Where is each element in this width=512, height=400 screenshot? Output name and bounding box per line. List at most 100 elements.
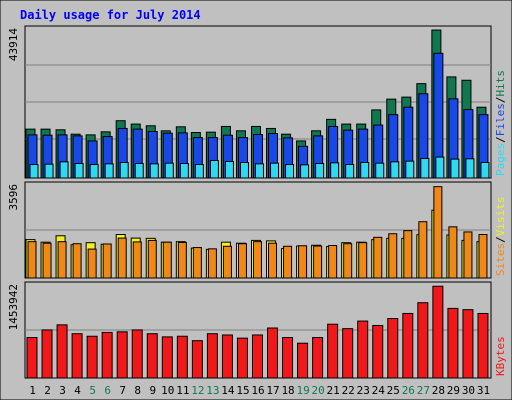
panel-1: 43914 Pages/Files/Hits [7, 25, 507, 179]
x-tick-label: 3 [59, 384, 66, 397]
bar-kbytes-13 [206, 333, 218, 379]
bar-sites-21 [328, 245, 338, 279]
bar-pages-13 [209, 159, 219, 179]
legend-3: KBytes [494, 336, 507, 376]
y-max-label: 43914 [7, 28, 20, 61]
x-tick-label: 2 [44, 384, 51, 397]
legend-item: Hits [494, 70, 507, 97]
bar-kbytes-6 [101, 331, 113, 379]
bar-sites-5 [87, 248, 97, 279]
bar-sites-17 [268, 242, 278, 279]
bar-pages-20 [315, 163, 325, 179]
legend-item: Files [494, 103, 507, 136]
x-tick-label: 8 [134, 384, 141, 397]
x-tick-label: 23 [357, 384, 370, 397]
bar-kbytes-26 [402, 312, 414, 379]
bar-sites-26 [403, 230, 413, 279]
bar-kbytes-19 [297, 342, 309, 379]
chart-title: Daily usage for July 2014 [20, 8, 201, 22]
bar-pages-29 [450, 158, 460, 179]
bar-pages-23 [360, 161, 370, 179]
bar-pages-31 [480, 161, 490, 179]
bar-kbytes-11 [176, 335, 188, 379]
bar-kbytes-22 [342, 328, 354, 379]
bar-pages-30 [465, 158, 475, 179]
bar-kbytes-21 [327, 323, 339, 379]
bar-pages-15 [239, 161, 249, 179]
bar-pages-1 [29, 164, 39, 179]
bar-sites-30 [463, 231, 473, 279]
x-tick-label: 16 [251, 384, 264, 397]
bar-pages-8 [134, 163, 144, 179]
chart-panels: 43914Pages/Files/Hits3596Sites/Visits145… [7, 25, 507, 379]
x-tick-label: 4 [74, 384, 81, 397]
x-tick-label: 21 [327, 384, 340, 397]
bar-kbytes-31 [477, 312, 489, 379]
bar-sites-29 [448, 226, 458, 279]
x-tick-label: 25 [387, 384, 400, 397]
panel-2: 3596 Sites/Visits [7, 181, 507, 279]
x-tick-label: 29 [447, 384, 460, 397]
x-tick-label: 19 [296, 384, 309, 397]
bar-kbytes-17 [267, 327, 279, 379]
legend-1: Pages/Files/Hits [494, 70, 507, 176]
bar-kbytes-10 [161, 336, 173, 379]
bar-pages-10 [164, 162, 174, 179]
bar-kbytes-18 [282, 337, 294, 379]
bar-sites-2 [42, 242, 52, 279]
bar-kbytes-29 [447, 307, 459, 379]
bar-kbytes-15 [236, 337, 248, 379]
bar-pages-14 [224, 160, 234, 179]
bar-sites-10 [162, 241, 172, 279]
bar-pages-16 [254, 163, 264, 179]
bar-pages-24 [375, 162, 385, 179]
bar-kbytes-28 [432, 285, 444, 379]
bar-sites-15 [237, 243, 247, 279]
bar-pages-19 [300, 164, 310, 179]
x-tick-label: 24 [372, 384, 386, 397]
bar-sites-12 [192, 247, 202, 279]
bar-pages-12 [194, 164, 204, 179]
bar-pages-4 [74, 163, 84, 179]
panel-3: 1453942 KBytes [7, 281, 507, 379]
bar-kbytes-24 [372, 324, 384, 379]
bar-pages-28 [435, 156, 445, 179]
x-tick-label: 14 [221, 384, 235, 397]
x-tick-label: 12 [191, 384, 204, 397]
bar-sites-25 [388, 233, 398, 279]
bar-kbytes-3 [56, 324, 68, 379]
bar-sites-23 [358, 242, 368, 279]
x-tick-label: 15 [236, 384, 249, 397]
y-max-label: 1453942 [7, 284, 20, 330]
bar-sites-9 [147, 239, 157, 279]
bar-pages-2 [44, 163, 54, 179]
x-tick-label: 5 [89, 384, 96, 397]
bar-kbytes-5 [86, 335, 98, 379]
x-tick-label: 11 [176, 384, 189, 397]
bar-kbytes-7 [116, 331, 128, 379]
bar-kbytes-30 [462, 309, 474, 379]
x-tick-label: 22 [342, 384, 355, 397]
bar-sites-7 [117, 237, 127, 279]
bar-sites-22 [343, 243, 353, 279]
bar-kbytes-14 [221, 334, 233, 379]
bar-pages-6 [104, 163, 114, 179]
bar-sites-11 [177, 241, 187, 279]
bar-sites-20 [313, 245, 323, 279]
bar-kbytes-25 [387, 318, 399, 379]
x-tick-label: 17 [266, 384, 279, 397]
legend-2: Sites/Visits [494, 197, 507, 277]
x-axis-labels: 1 2 3 4 5 6 7 8 9 10 11 12 13 14 15 16 17 18 19 20 21 22 23 24 2… [29, 384, 490, 397]
bar-pages-3 [59, 161, 69, 179]
bar-kbytes-27 [417, 302, 429, 379]
legend-item: Visits [494, 197, 507, 237]
bar-pages-17 [270, 162, 280, 179]
bar-kbytes-4 [71, 333, 83, 379]
bar-sites-13 [207, 248, 217, 279]
legend-item: Pages [494, 143, 507, 176]
bar-kbytes-1 [26, 337, 38, 379]
bar-pages-7 [119, 161, 129, 179]
x-tick-label: 30 [462, 384, 475, 397]
bar-sites-31 [478, 234, 488, 279]
